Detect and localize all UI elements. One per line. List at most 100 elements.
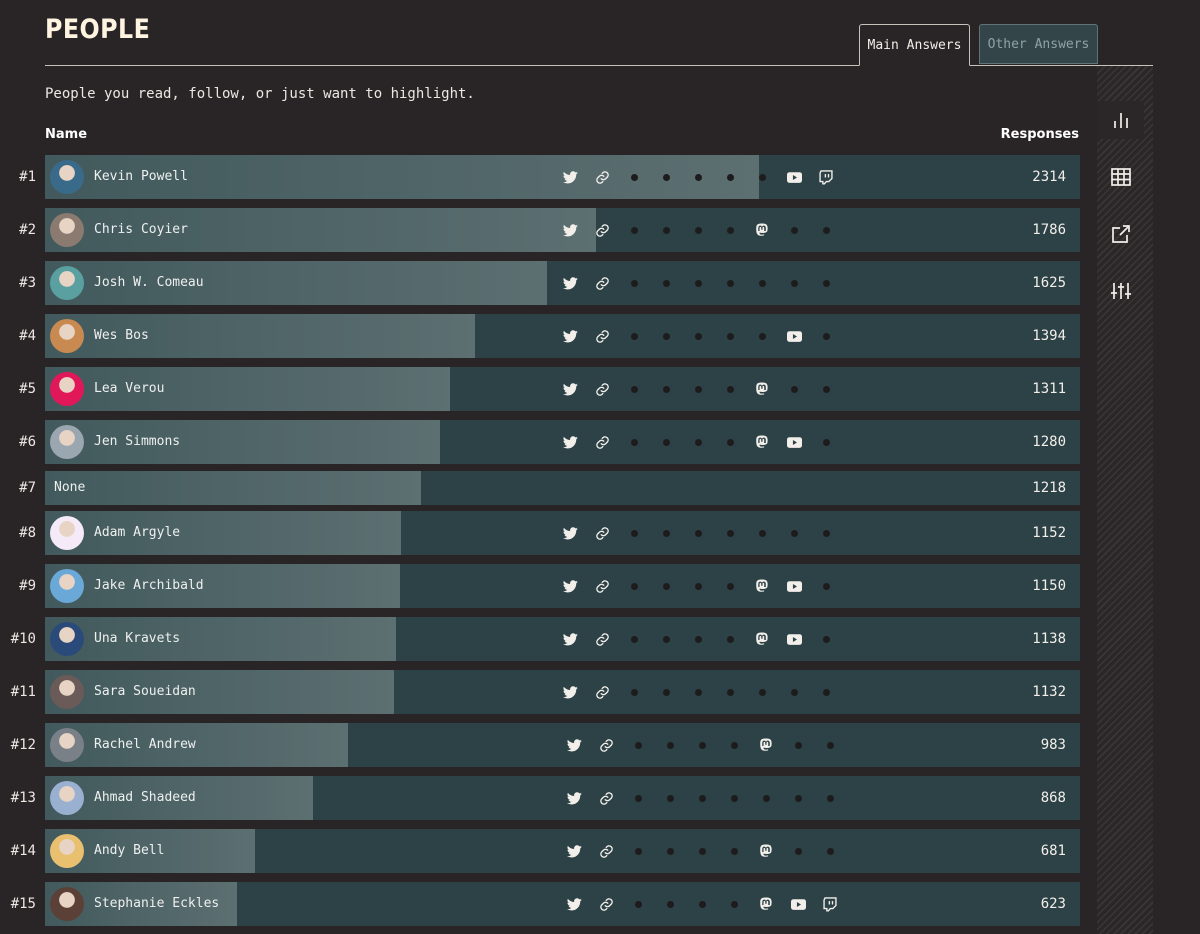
twitter-icon[interactable] (561, 511, 579, 555)
dot-icon (721, 670, 739, 714)
person-row[interactable]: Chris Coyier 1786 (45, 208, 1080, 252)
twitter-icon[interactable] (561, 670, 579, 714)
person-name[interactable]: Adam Argyle (94, 525, 181, 540)
dot-icon (721, 367, 739, 411)
link-icon[interactable] (593, 511, 611, 555)
link-icon[interactable] (593, 314, 611, 358)
youtube-icon[interactable] (785, 617, 803, 661)
person-name[interactable]: Andy Bell (94, 843, 165, 858)
mastodon-icon[interactable] (753, 208, 771, 252)
dot-icon (625, 617, 643, 661)
mastodon-icon[interactable] (753, 420, 771, 464)
dot-icon (625, 367, 643, 411)
twitter-icon[interactable] (561, 367, 579, 411)
dot-icon (657, 617, 675, 661)
dot-icon (625, 208, 643, 252)
filters-button[interactable] (1097, 272, 1144, 310)
dot-icon (689, 670, 707, 714)
twitter-icon[interactable] (561, 420, 579, 464)
dot-icon (689, 511, 707, 555)
person-name[interactable]: Una Kravets (94, 631, 181, 646)
link-icon[interactable] (597, 829, 615, 873)
link-icon[interactable] (597, 723, 615, 767)
link-icon[interactable] (593, 208, 611, 252)
export-button[interactable] (1097, 215, 1144, 253)
dot-icon (657, 564, 675, 608)
link-icon[interactable] (593, 617, 611, 661)
twitter-icon[interactable] (561, 208, 579, 252)
dot-icon (821, 776, 839, 820)
dot-icon (657, 670, 675, 714)
youtube-icon[interactable] (785, 314, 803, 358)
link-icon[interactable] (593, 261, 611, 305)
twitter-icon[interactable] (565, 723, 583, 767)
twitter-icon[interactable] (561, 617, 579, 661)
youtube-icon[interactable] (789, 882, 807, 926)
tab-main-answers[interactable]: Main Answers (859, 24, 970, 66)
response-count: 1786 (1032, 222, 1066, 238)
person-row[interactable]: Jake Archibald 1150 (45, 564, 1080, 608)
person-row[interactable]: Josh W. Comeau 1625 (45, 261, 1080, 305)
person-row[interactable]: Ahmad Shadeed 868 (45, 776, 1080, 820)
person-name[interactable]: Rachel Andrew (94, 737, 196, 752)
person-name[interactable]: Jake Archibald (94, 578, 204, 593)
chart-view-button[interactable] (1097, 101, 1144, 139)
person-row[interactable]: Wes Bos 1394 (45, 314, 1080, 358)
twitter-icon[interactable] (565, 882, 583, 926)
twitter-icon[interactable] (561, 314, 579, 358)
person-name[interactable]: Chris Coyier (94, 222, 188, 237)
twitter-icon[interactable] (565, 829, 583, 873)
mastodon-icon[interactable] (757, 829, 775, 873)
link-icon[interactable] (593, 564, 611, 608)
person-row[interactable]: Rachel Andrew 983 (45, 723, 1080, 767)
person-name[interactable]: Josh W. Comeau (94, 275, 204, 290)
mastodon-icon[interactable] (753, 367, 771, 411)
mastodon-icon[interactable] (753, 617, 771, 661)
link-icon[interactable] (597, 882, 615, 926)
youtube-icon[interactable] (785, 564, 803, 608)
person-name[interactable]: Stephanie Eckles (94, 896, 220, 911)
youtube-icon[interactable] (785, 155, 803, 199)
person-name[interactable]: Lea Verou (94, 381, 165, 396)
youtube-icon[interactable] (785, 420, 803, 464)
twitter-icon[interactable] (561, 564, 579, 608)
person-row[interactable]: Una Kravets 1138 (45, 617, 1080, 661)
mastodon-icon[interactable] (753, 564, 771, 608)
table-view-button[interactable] (1097, 158, 1144, 196)
mastodon-icon[interactable] (757, 882, 775, 926)
person-row[interactable]: Adam Argyle 1152 (45, 511, 1080, 555)
person-row[interactable]: Stephanie Eckles 623 (45, 882, 1080, 926)
link-icon[interactable] (593, 420, 611, 464)
person-name[interactable]: Wes Bos (94, 328, 149, 343)
response-count: 1152 (1032, 525, 1066, 541)
dot-icon (657, 511, 675, 555)
twitch-icon[interactable] (821, 882, 839, 926)
person-row[interactable]: Kevin Powell 2314 (45, 155, 1080, 199)
person-row[interactable]: Sara Soueidan 1132 (45, 670, 1080, 714)
link-icon[interactable] (593, 155, 611, 199)
tab-other-answers[interactable]: Other Answers (979, 24, 1098, 64)
person-row[interactable]: None 1218 (45, 471, 1080, 505)
person-row[interactable]: Lea Verou 1311 (45, 367, 1080, 411)
dot-icon (789, 829, 807, 873)
twitter-icon[interactable] (565, 776, 583, 820)
dot-icon (753, 670, 771, 714)
response-count: 868 (1040, 790, 1066, 806)
person-row[interactable]: Jen Simmons 1280 (45, 420, 1080, 464)
link-icon[interactable] (593, 367, 611, 411)
person-name[interactable]: Kevin Powell (94, 169, 188, 184)
link-icon[interactable] (597, 776, 615, 820)
link-icon[interactable] (593, 670, 611, 714)
response-count: 1311 (1032, 381, 1066, 397)
twitter-icon[interactable] (561, 261, 579, 305)
person-name[interactable]: Jen Simmons (94, 434, 181, 449)
person-name[interactable]: Sara Soueidan (94, 684, 196, 699)
dot-icon (821, 829, 839, 873)
twitch-icon[interactable] (817, 155, 835, 199)
person-name[interactable]: Ahmad Shadeed (94, 790, 196, 805)
twitter-icon[interactable] (561, 155, 579, 199)
dot-icon (817, 511, 835, 555)
mastodon-icon[interactable] (757, 723, 775, 767)
person-row[interactable]: Andy Bell 681 (45, 829, 1080, 873)
responses-bar (45, 511, 401, 555)
